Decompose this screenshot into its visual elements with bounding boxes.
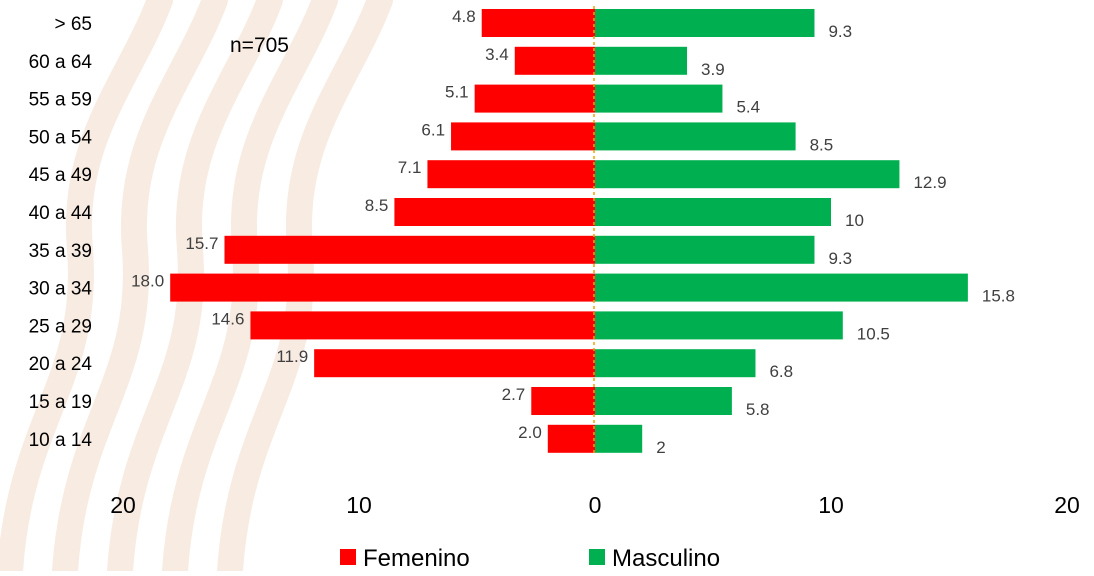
category-label-65: > 65 bbox=[54, 14, 92, 35]
value-label-masculino-25-a-29: 10.5 bbox=[857, 324, 890, 343]
bar-femenino-35-a-39 bbox=[224, 235, 596, 264]
category-label-35-a-39: 35 a 39 bbox=[29, 241, 92, 262]
bar-masculino-25-a-29 bbox=[595, 311, 843, 340]
bar-femenino-60-a-64 bbox=[514, 46, 595, 75]
legend: Femenino Masculino bbox=[340, 545, 720, 572]
value-label-femenino-60-a-64: 3.4 bbox=[485, 45, 509, 64]
bar-masculino-30-a-34 bbox=[595, 273, 968, 302]
legend-swatch-femenino bbox=[340, 549, 356, 565]
bar-masculino-10-a-14 bbox=[595, 424, 643, 453]
bar-masculino-55-a-59 bbox=[595, 84, 723, 113]
value-label-masculino-55-a-59: 5.4 bbox=[736, 98, 760, 117]
category-label-30-a-34: 30 a 34 bbox=[29, 279, 93, 300]
value-label-masculino-50-a-54: 8.5 bbox=[810, 135, 834, 154]
category-label-40-a-44: 40 a 44 bbox=[29, 203, 93, 224]
bar-femenino-15-a-19 bbox=[531, 387, 595, 415]
category-label-15-a-19: 15 a 19 bbox=[29, 392, 92, 413]
value-label-femenino-50-a-54: 6.1 bbox=[421, 120, 445, 139]
x-tick-label: 20 bbox=[1054, 492, 1080, 518]
value-label-masculino-45-a-49: 12.9 bbox=[913, 173, 946, 192]
value-label-masculino-65: 9.3 bbox=[828, 22, 852, 41]
watermark-stroke bbox=[107, 0, 283, 576]
value-label-femenino-45-a-49: 7.1 bbox=[398, 158, 422, 177]
value-label-masculino-40-a-44: 10 bbox=[845, 211, 864, 230]
value-labels-group: 4.8 9.3 3.4 3.9 5.1 5.4 6.1 8.5 7.1 12.9 8.5 10 15.7… bbox=[131, 7, 1015, 457]
bar-femenino-30-a-34 bbox=[170, 273, 595, 302]
category-labels-group: > 65 60 a 64 55 a 59 50 a 54 45 a 49 40 a 44 3… bbox=[29, 14, 93, 451]
category-label-50-a-54: 50 a 54 bbox=[29, 127, 93, 148]
value-label-femenino-25-a-29: 14.6 bbox=[211, 309, 244, 328]
value-label-masculino-10-a-14: 2 bbox=[656, 438, 665, 457]
value-label-masculino-20-a-24: 6.8 bbox=[769, 362, 793, 381]
category-label-60-a-64: 60 a 64 bbox=[29, 52, 93, 73]
bar-masculino-20-a-24 bbox=[595, 349, 756, 378]
value-label-masculino-30-a-34: 15.8 bbox=[982, 287, 1015, 306]
bar-femenino-65 bbox=[481, 9, 595, 37]
value-label-masculino-60-a-64: 3.9 bbox=[701, 60, 725, 79]
bar-masculino-35-a-39 bbox=[595, 235, 815, 264]
x-tick-labels-group: 20 10 0 10 20 bbox=[110, 492, 1080, 518]
bar-femenino-25-a-29 bbox=[250, 311, 595, 340]
value-label-femenino-40-a-44: 8.5 bbox=[365, 196, 389, 215]
category-label-55-a-59: 55 a 59 bbox=[29, 90, 92, 111]
value-label-femenino-65: 4.8 bbox=[452, 7, 476, 26]
bar-femenino-40-a-44 bbox=[394, 198, 595, 226]
value-label-femenino-55-a-59: 5.1 bbox=[445, 83, 469, 102]
value-label-femenino-30-a-34: 18.0 bbox=[131, 272, 164, 291]
category-label-25-a-29: 25 a 29 bbox=[29, 316, 92, 337]
legend-label-femenino: Femenino bbox=[363, 545, 470, 571]
category-label-45-a-49: 45 a 49 bbox=[29, 165, 92, 186]
value-label-masculino-35-a-39: 9.3 bbox=[828, 249, 852, 268]
legend-swatch-masculino bbox=[589, 549, 605, 565]
category-label-20-a-24: 20 a 24 bbox=[29, 354, 93, 375]
bar-masculino-50-a-54 bbox=[595, 122, 796, 151]
x-tick-label: 10 bbox=[818, 492, 844, 518]
x-tick-label: 20 bbox=[110, 492, 136, 518]
value-label-femenino-20-a-24: 11.9 bbox=[276, 347, 308, 366]
watermark-stroke bbox=[0, 0, 173, 576]
bar-femenino-45-a-49 bbox=[427, 160, 595, 189]
bar-masculino-45-a-49 bbox=[595, 160, 900, 189]
bar-masculino-15-a-19 bbox=[595, 387, 732, 415]
bar-femenino-20-a-24 bbox=[314, 349, 595, 378]
x-tick-label: 10 bbox=[346, 492, 372, 518]
bar-femenino-10-a-14 bbox=[547, 424, 595, 453]
x-tick-label: 0 bbox=[589, 492, 602, 518]
bars-group bbox=[170, 9, 968, 453]
bar-masculino-65 bbox=[595, 9, 815, 37]
watermark-stroke bbox=[52, 0, 228, 576]
value-label-femenino-10-a-14: 2.0 bbox=[518, 423, 542, 442]
bar-femenino-50-a-54 bbox=[451, 122, 595, 151]
value-label-femenino-35-a-39: 15.7 bbox=[185, 234, 218, 253]
bar-masculino-40-a-44 bbox=[595, 198, 831, 226]
value-label-femenino-15-a-19: 2.7 bbox=[502, 385, 526, 404]
bar-masculino-60-a-64 bbox=[595, 46, 688, 75]
value-label-masculino-15-a-19: 5.8 bbox=[746, 400, 770, 419]
sample-size-annotation: n=705 bbox=[230, 34, 289, 57]
legend-label-masculino: Masculino bbox=[612, 545, 720, 571]
bar-femenino-55-a-59 bbox=[474, 84, 595, 113]
category-label-10-a-14: 10 a 14 bbox=[29, 430, 93, 451]
